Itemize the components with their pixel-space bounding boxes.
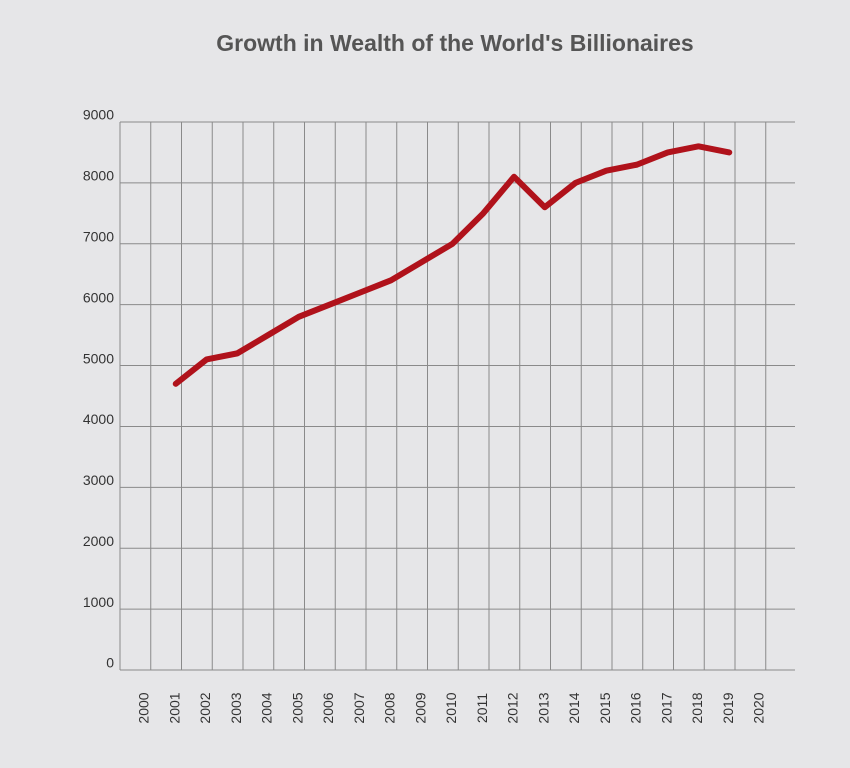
x-tick-label: 2018 xyxy=(689,692,705,723)
x-tick-label: 2016 xyxy=(628,692,644,723)
x-tick-label: 2019 xyxy=(720,692,736,723)
y-tick-label: 8000 xyxy=(83,168,114,184)
y-tick-label: 3000 xyxy=(83,472,114,488)
x-tick-label: 2001 xyxy=(166,692,182,723)
x-tick-label: 2005 xyxy=(289,692,305,723)
x-tick-label: 2015 xyxy=(597,692,613,723)
x-tick-label: 2009 xyxy=(412,692,428,723)
x-tick-label: 2017 xyxy=(658,692,674,723)
x-tick-label: 2004 xyxy=(259,692,275,723)
x-tick-label: 2007 xyxy=(351,692,367,723)
x-tick-label: 2008 xyxy=(382,692,398,723)
y-tick-label: 7000 xyxy=(83,228,114,244)
x-tick-label: 2011 xyxy=(474,693,490,723)
x-tick-label: 2003 xyxy=(228,692,244,723)
chart-title: Growth in Wealth of the World's Billiona… xyxy=(216,30,693,56)
x-tick-label: 2020 xyxy=(751,692,767,723)
x-tick-label: 2002 xyxy=(197,692,213,723)
x-tick-label: 2013 xyxy=(535,692,551,723)
y-tick-label: 2000 xyxy=(83,533,114,549)
y-tick-label: 1000 xyxy=(83,594,114,610)
y-tick-label: 0 xyxy=(106,655,114,671)
y-tick-label: 5000 xyxy=(83,350,114,366)
x-tick-label: 2010 xyxy=(443,692,459,723)
x-tick-label: 2012 xyxy=(505,692,521,723)
line xyxy=(172,143,733,387)
x-tick-label: 2006 xyxy=(320,692,336,723)
y-tick-label: 4000 xyxy=(83,411,114,427)
x-tick-label: 2000 xyxy=(136,692,152,723)
y-tick-label: 9000 xyxy=(83,107,114,123)
y-tick-label: 6000 xyxy=(83,289,114,305)
x-tick-label: 2014 xyxy=(566,692,582,723)
